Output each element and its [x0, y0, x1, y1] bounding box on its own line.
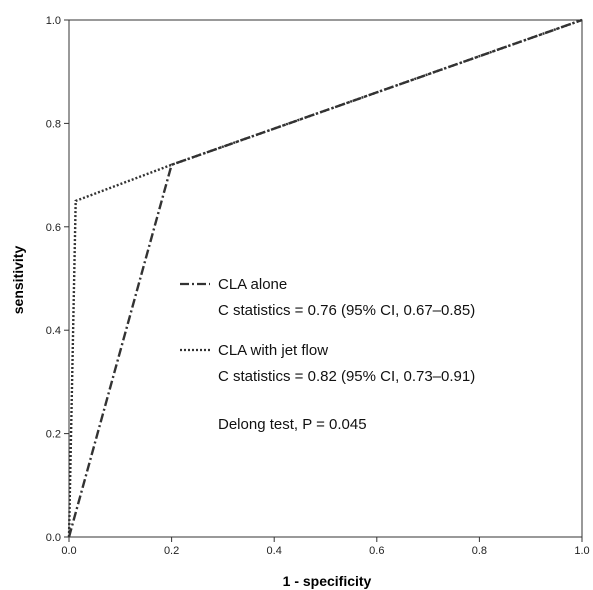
- x-tick-label: 0.8: [472, 545, 487, 557]
- x-tick-label: 0.0: [61, 545, 76, 557]
- delong-test-annotation: Delong test, P = 0.045: [218, 416, 367, 433]
- y-tick-label: 0.8: [46, 118, 61, 130]
- x-tick-label: 0.2: [164, 545, 179, 557]
- x-tick-label: 0.4: [267, 545, 282, 557]
- plot-area-border: [68, 19, 583, 538]
- legend: CLA alone C statistics = 0.76 (95% CI, 0…: [180, 276, 475, 433]
- y-tick-label: 0.6: [46, 222, 61, 234]
- plot-frame: [68, 19, 583, 538]
- y-tick-label: 1.0: [46, 15, 61, 27]
- x-axis-title: 1 - specificity: [283, 573, 372, 589]
- series-layer: [67, 18, 583, 538]
- x-tick-label: 1.0: [574, 545, 589, 557]
- x-axis-ticks: 0.0 0.2 0.4 0.6 0.8 1.0: [61, 537, 590, 557]
- legend-label-cla-alone: CLA alone: [218, 276, 287, 293]
- legend-stat-cla-jet: C statistics = 0.82 (95% CI, 0.73–0.91): [218, 368, 475, 385]
- x-tick-label: 0.6: [369, 545, 384, 557]
- y-tick-label: 0.2: [46, 429, 61, 441]
- y-axis-title: sensitivity: [10, 246, 26, 315]
- series-line-cla-jet-flow: [67, 18, 583, 538]
- legend-label-cla-jet: CLA with jet flow: [218, 342, 328, 359]
- y-axis-ticks: 0.0 0.2 0.4 0.6 0.8 1.0: [46, 15, 69, 544]
- legend-stat-cla-alone: C statistics = 0.76 (95% CI, 0.67–0.85): [218, 302, 475, 319]
- y-tick-label: 0.4: [46, 325, 61, 337]
- y-tick-label: 0.0: [46, 532, 61, 544]
- series-line-cla-alone: [67, 18, 583, 538]
